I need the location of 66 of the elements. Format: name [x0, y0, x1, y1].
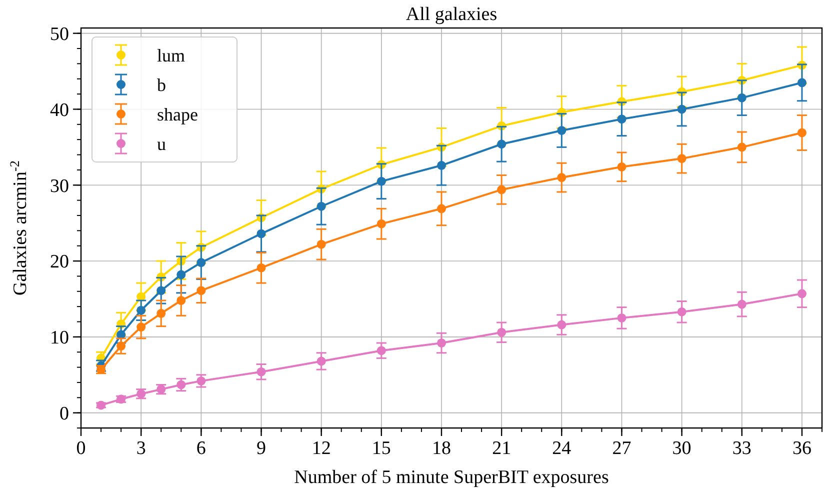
point: [436, 204, 446, 214]
point: [196, 286, 206, 296]
point: [557, 126, 566, 135]
point: [316, 356, 326, 366]
legend-label: shape: [157, 104, 198, 124]
point: [156, 286, 166, 296]
x-tick-label: 18: [432, 438, 451, 459]
point: [617, 313, 626, 322]
y-tick-label: 50: [50, 24, 69, 45]
point: [797, 128, 806, 138]
point: [617, 162, 626, 172]
x-tick-label: 9: [256, 438, 266, 459]
y-tick-label: 20: [50, 252, 69, 273]
x-tick-label: 24: [552, 438, 572, 459]
point: [557, 173, 566, 182]
x-tick-label: 3: [136, 438, 146, 459]
x-tick-label: 33: [732, 438, 752, 459]
y-tick-label: 0: [60, 403, 69, 424]
y-tick-label: 30: [50, 176, 69, 197]
point: [316, 240, 326, 249]
point: [557, 320, 566, 330]
point: [797, 78, 806, 88]
point: [196, 258, 206, 268]
point: [256, 229, 266, 238]
point: [797, 289, 806, 298]
point: [156, 308, 166, 318]
point: [497, 185, 506, 194]
point: [497, 328, 506, 337]
y-tick-label: 10: [50, 328, 69, 349]
point: [196, 376, 206, 386]
x-tick-label: 6: [196, 438, 206, 459]
x-tick-label: 15: [372, 438, 391, 459]
chart-title: All galaxies: [406, 4, 498, 25]
x-tick-label: 0: [76, 438, 86, 459]
point: [677, 307, 686, 316]
x-tick-label: 27: [612, 438, 632, 459]
x-tick-label: 21: [492, 438, 512, 459]
point: [176, 380, 186, 390]
point: [376, 346, 386, 356]
legend-label: b: [157, 74, 166, 95]
legend-label: lum: [157, 45, 186, 66]
point: [677, 154, 686, 164]
x-axis-title: Number of 5 minute SuperBIT exposures: [294, 467, 609, 488]
point: [617, 114, 626, 124]
point: [436, 338, 446, 348]
x-tick-label: 36: [792, 438, 812, 459]
point: [376, 219, 386, 228]
point: [256, 263, 266, 272]
point: [737, 142, 746, 152]
x-tick-label: 30: [672, 438, 692, 459]
point: [136, 306, 146, 315]
point: [677, 104, 686, 114]
x-tick-label: 12: [312, 438, 331, 459]
point: [176, 296, 186, 305]
legend-label: u: [157, 134, 166, 154]
y-tick-label: 40: [50, 100, 69, 121]
point: [176, 270, 186, 280]
point: [116, 342, 126, 351]
point: [737, 300, 746, 309]
point: [436, 160, 446, 170]
point: [376, 176, 386, 186]
point: [316, 202, 326, 211]
point: [256, 367, 266, 376]
point: [737, 93, 746, 102]
point: [497, 140, 506, 149]
point: [136, 322, 146, 332]
